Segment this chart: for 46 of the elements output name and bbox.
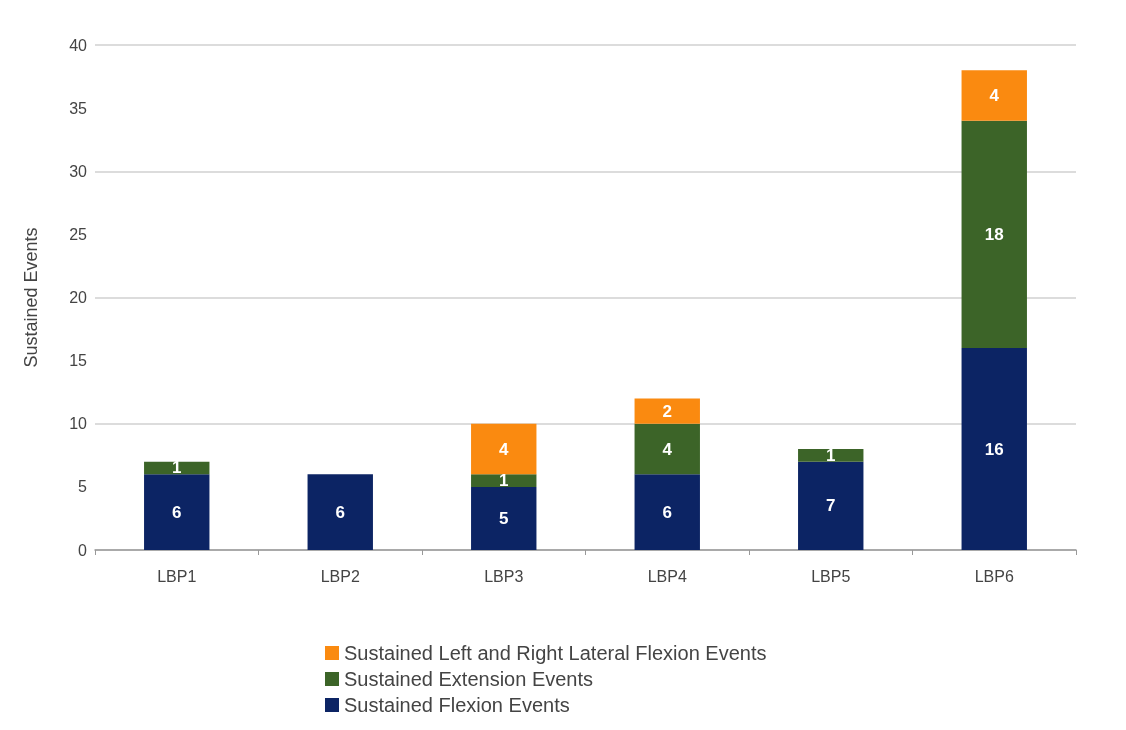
bar <box>961 70 1027 121</box>
bar <box>634 423 700 475</box>
data-label: 1 <box>826 445 836 465</box>
x-tick-label: LBP1 <box>157 567 197 585</box>
x-tick-label: LBP3 <box>484 567 524 585</box>
data-label: 16 <box>984 439 1004 459</box>
y-tick-label: 20 <box>69 289 88 306</box>
bar <box>798 449 864 462</box>
data-label: 1 <box>172 458 182 478</box>
bar <box>144 474 210 550</box>
legend-label: Sustained Flexion Events <box>344 694 570 716</box>
legend-label: Sustained Left and Right Lateral Flexion Events <box>344 642 767 664</box>
bar <box>634 398 700 424</box>
data-label: 4 <box>662 439 673 459</box>
y-tick-label: 10 <box>69 415 88 433</box>
data-label: 18 <box>984 224 1004 244</box>
bar <box>471 423 537 475</box>
x-tick-label: LBP6 <box>974 567 1014 585</box>
y-tick-label: 15 <box>69 352 88 370</box>
y-tick-label: 5 <box>78 478 88 496</box>
y-tick-label: 25 <box>69 225 88 243</box>
bar <box>961 348 1027 550</box>
data-label: 5 <box>499 508 509 528</box>
data-label: 7 <box>826 496 836 516</box>
bar <box>961 120 1027 348</box>
bar <box>307 474 373 550</box>
data-label: 2 <box>662 401 672 421</box>
y-tick-label: 0 <box>78 541 88 559</box>
bar <box>798 461 864 550</box>
x-tick-label: LBP4 <box>647 567 687 585</box>
data-label: 6 <box>662 502 672 522</box>
x-tick-label: LBP5 <box>811 567 851 585</box>
legend-label: Sustained Extension Events <box>344 668 594 690</box>
data-label: 1 <box>499 471 509 491</box>
bar <box>471 474 537 487</box>
x-tick-label: LBP2 <box>320 567 360 585</box>
bar <box>471 486 537 550</box>
data-label: 4 <box>499 439 510 459</box>
y-axis-title: Sustained Events <box>21 227 41 368</box>
y-tick-label: 40 <box>69 36 88 54</box>
data-label: 6 <box>172 502 182 522</box>
data-label: 4 <box>989 86 1000 105</box>
data-label: 6 <box>335 502 345 522</box>
y-tick-label: 30 <box>69 162 88 180</box>
y-tick-label: 35 <box>69 99 88 117</box>
bar <box>634 474 700 550</box>
